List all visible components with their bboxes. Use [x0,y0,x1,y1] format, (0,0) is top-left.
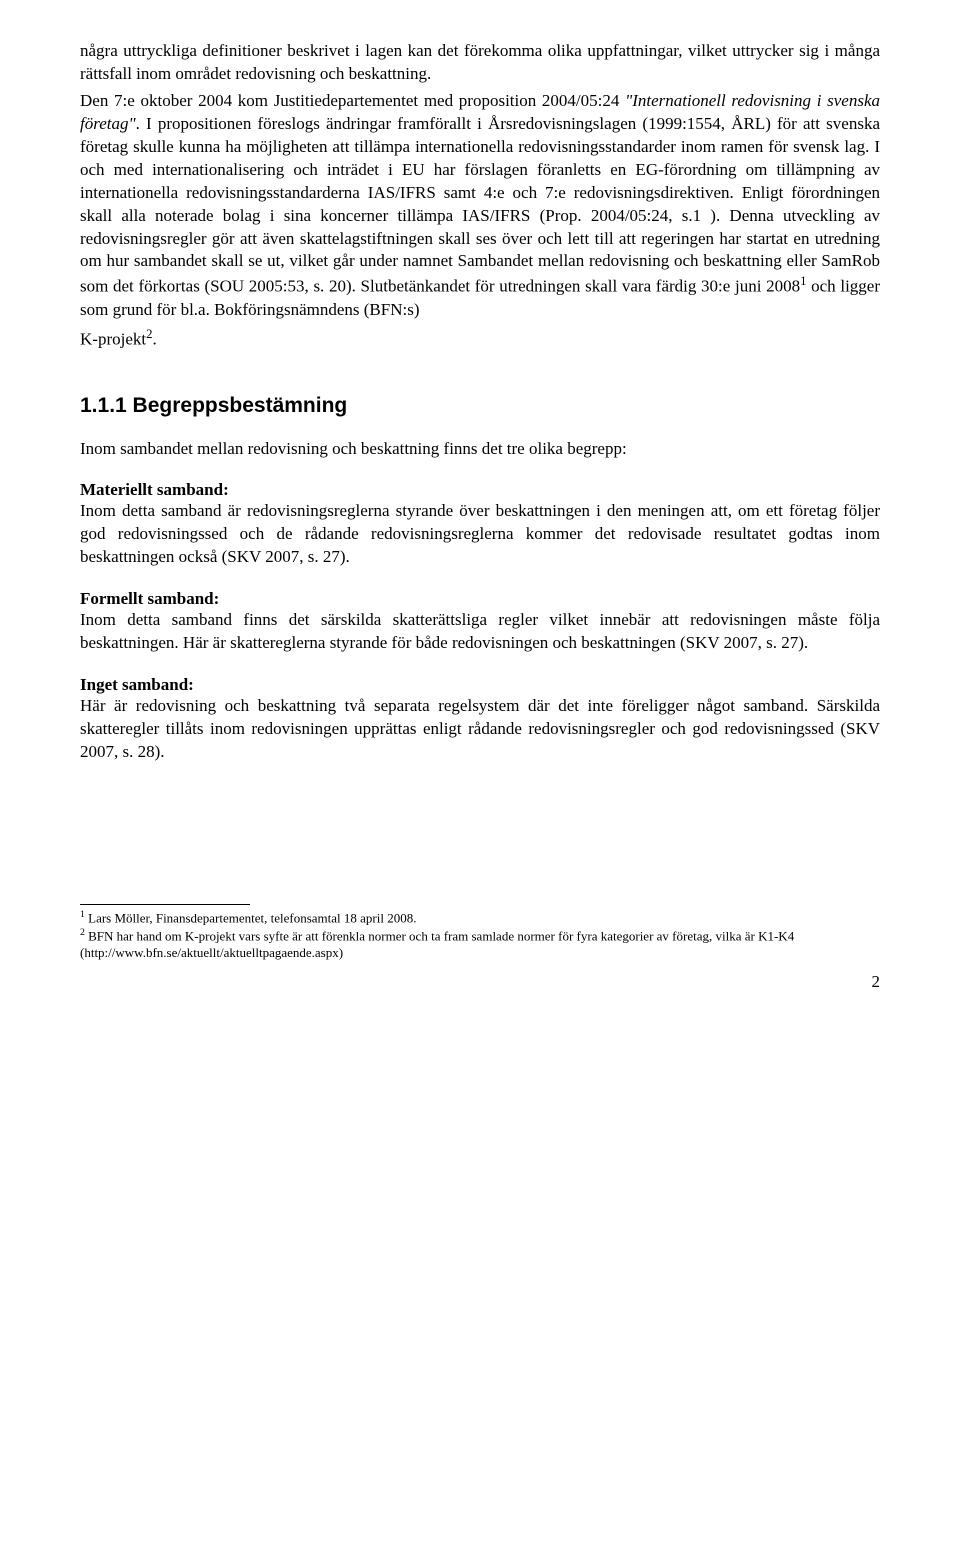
para2-line2-end: . [152,330,156,349]
footnote-separator [80,904,250,905]
section-intro: Inom sambandet mellan redovisning och be… [80,438,880,461]
footnote-2: 2 BFN har hand om K-projekt vars syfte ä… [80,927,880,962]
page-number: 2 [80,972,880,992]
para2-after-italic: . I propositionen föreslogs ändringar fr… [80,114,880,296]
document-page: några uttryckliga definitioner beskrivet… [0,0,960,1032]
main-paragraph: Den 7:e oktober 2004 kom Justitiedeparte… [80,90,880,322]
formellt-title: Formellt samband: [80,589,880,609]
inget-title: Inget samband: [80,675,880,695]
section-heading: 1.1.1 Begreppsbestämning [80,394,880,418]
footnotes-block: 1 Lars Möller, Finansdepartementet, tele… [80,904,880,962]
formellt-text: Inom detta samband finns det särskilda s… [80,609,880,655]
para2-line2: K-projekt [80,330,146,349]
fn1-text: Lars Möller, Finansdepartementet, telefo… [85,910,417,925]
para1-text: några uttryckliga definitioner beskrivet… [80,41,880,83]
main-paragraph-tail: K-projekt2. [80,326,880,352]
inget-text: Här är redovisning och beskattning två s… [80,695,880,764]
intro-paragraph: några uttryckliga definitioner beskrivet… [80,40,880,86]
para2-start: Den 7:e oktober 2004 kom Justitiedeparte… [80,91,625,110]
materiellt-title: Materiellt samband: [80,480,880,500]
fn2-text: BFN har hand om K-projekt vars syfte är … [80,928,794,960]
materiellt-text: Inom detta samband är redovisningsregler… [80,500,880,569]
footnote-1: 1 Lars Möller, Finansdepartementet, tele… [80,909,880,927]
